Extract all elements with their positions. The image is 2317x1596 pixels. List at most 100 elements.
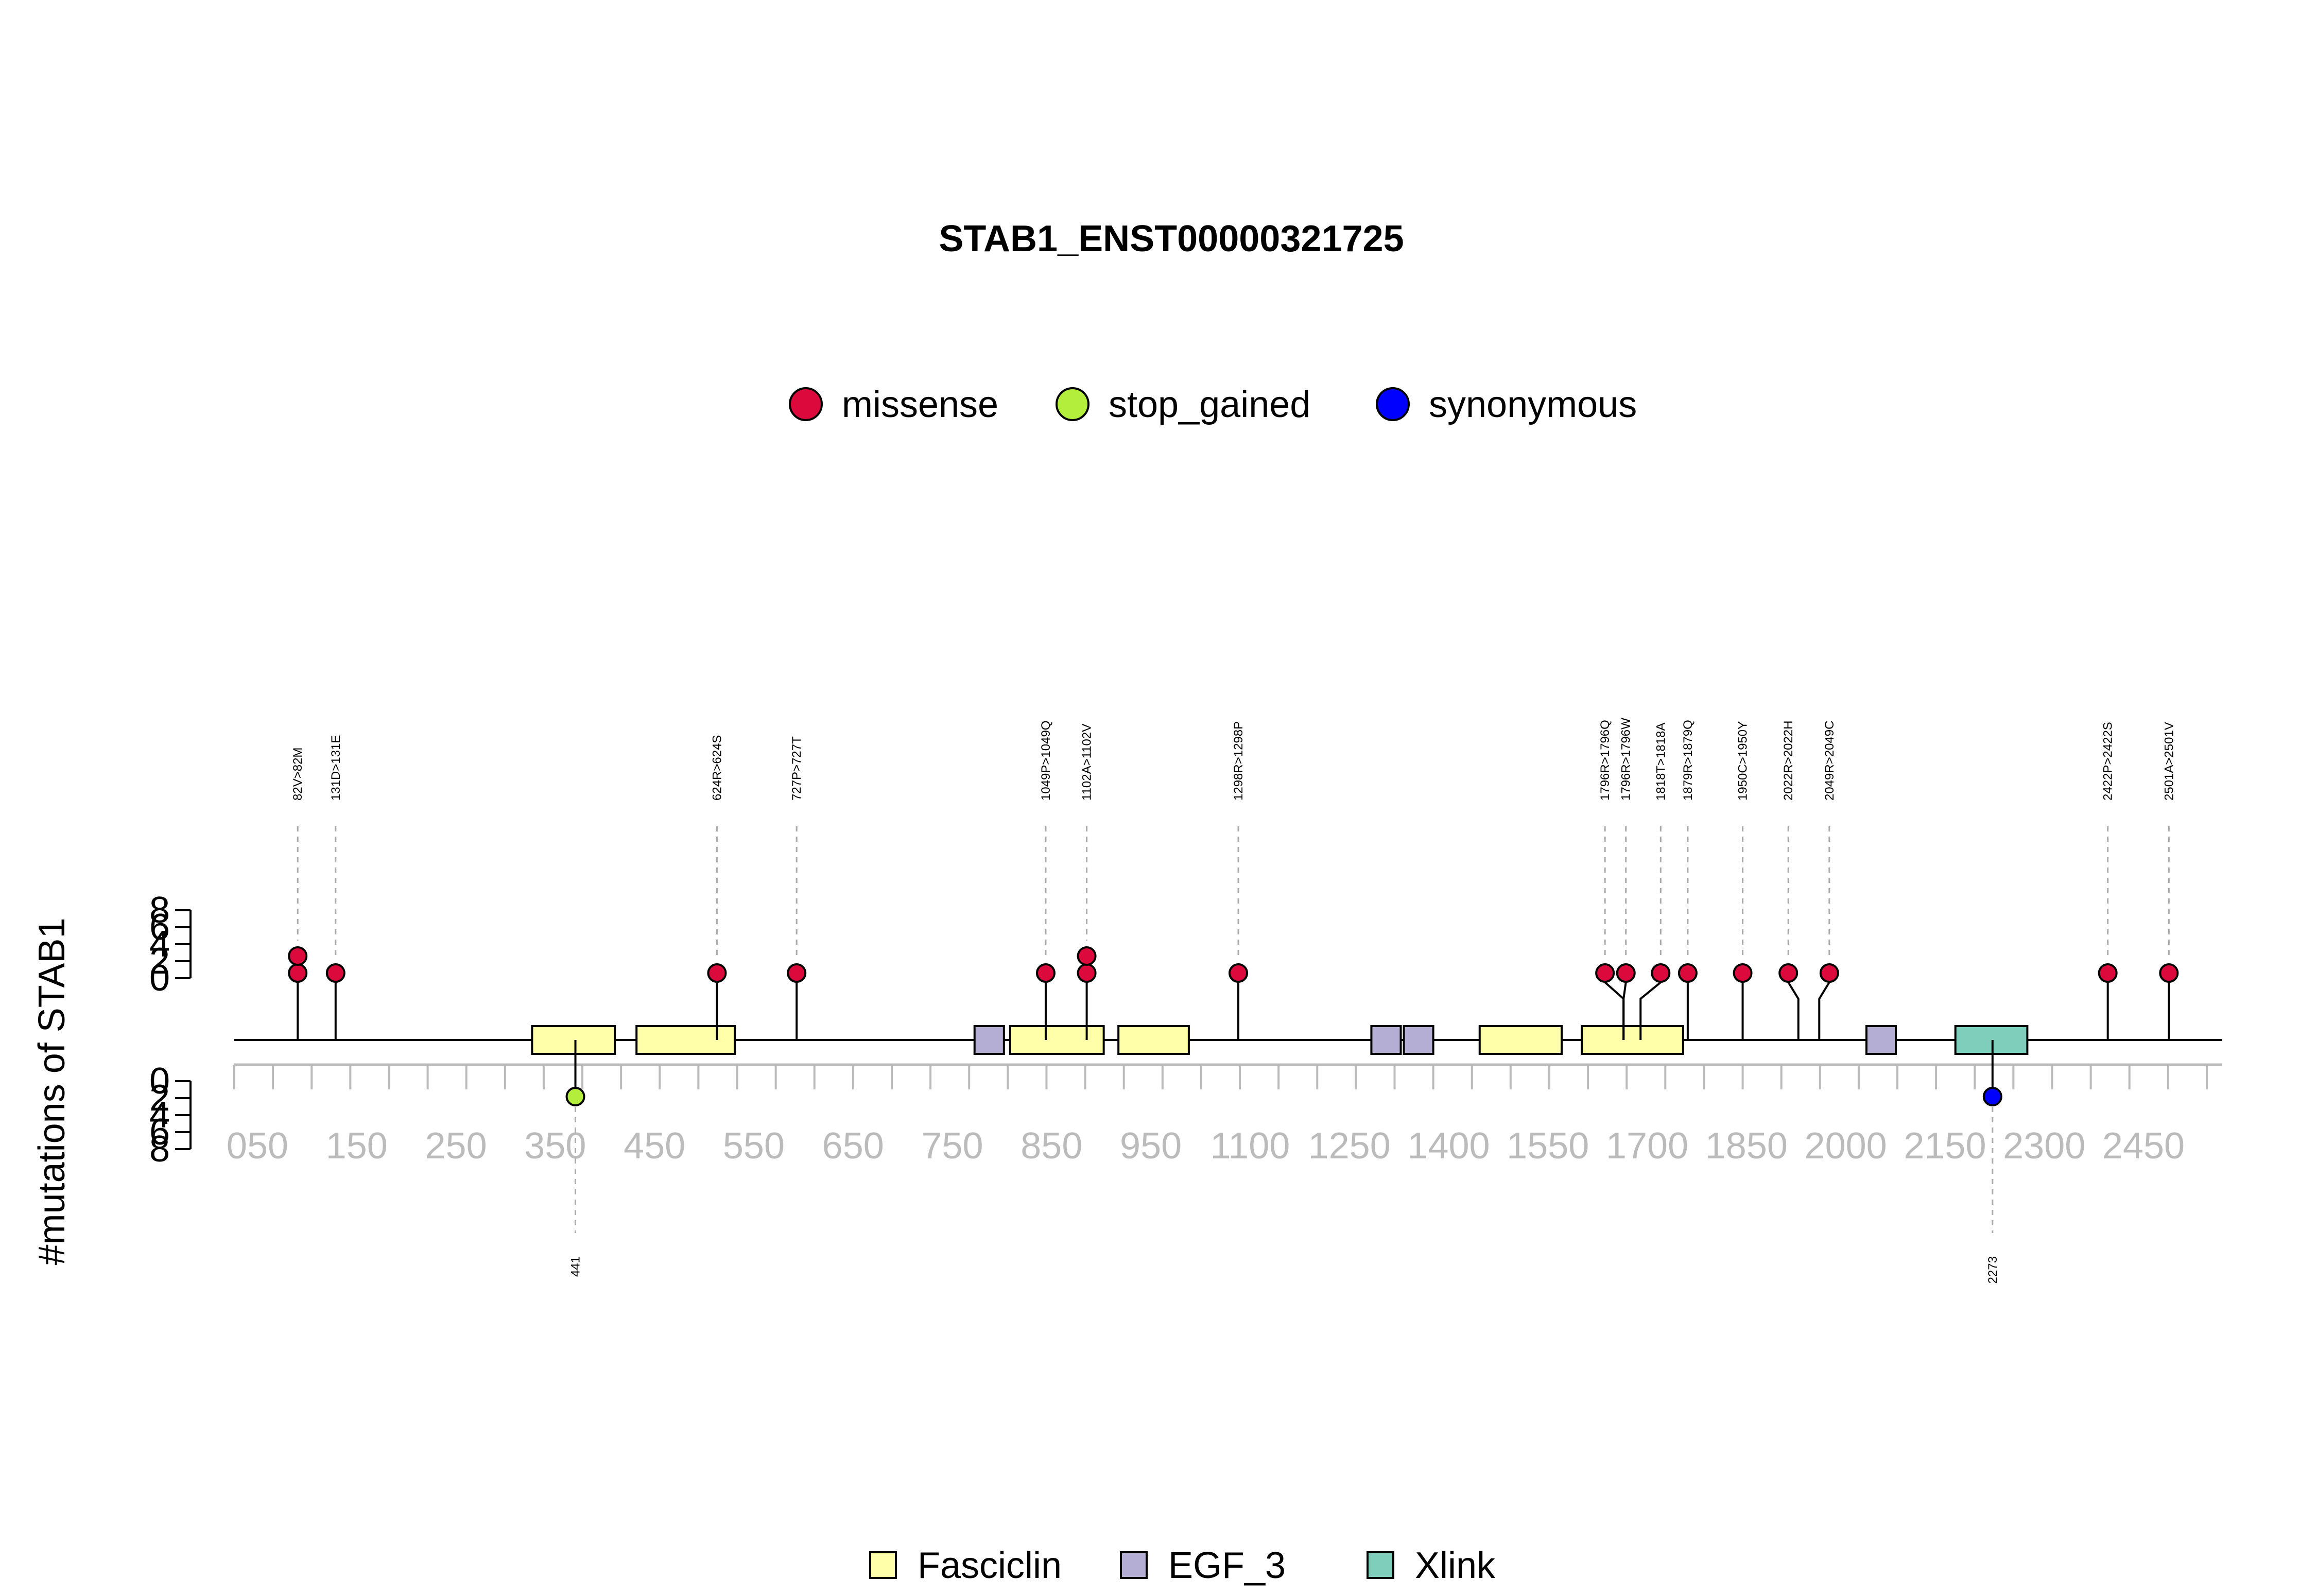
x-tick-label: 750 [921, 1125, 983, 1167]
mutation-point-missense [1651, 963, 1671, 983]
x-axis: 050 150 250 350 450 550 650 750 850 950 1100 1250 14… [227, 1063, 2222, 1167]
mutation-point-missense [1678, 963, 1698, 983]
mutation-label: 2501A>2501V [2162, 722, 2176, 801]
domain-fasciclin [635, 1025, 736, 1055]
y-tick-label-top: 4 [149, 924, 170, 965]
legend-marker-synonymous [1376, 387, 1410, 421]
x-tick-label: 650 [822, 1125, 884, 1167]
domain-egf-3 [1403, 1025, 1434, 1055]
mutation-label: 1049P>1049Q [1039, 721, 1053, 801]
mutation-point-missense [1229, 963, 1249, 983]
legend-marker-stop-gained [1056, 387, 1090, 421]
legend-label-missense: missense [842, 384, 998, 425]
domain-xlink [1954, 1025, 2029, 1055]
mutation-point-missense [1595, 963, 1615, 983]
x-tick-label: 350 [524, 1125, 586, 1167]
mutation-point-missense [787, 963, 807, 983]
x-tick-label: 2450 [2102, 1125, 2185, 1167]
legend-box-xlink [1367, 1551, 1394, 1579]
x-tick-label: 1700 [1606, 1125, 1688, 1167]
x-tick-label: 050 [227, 1125, 288, 1167]
mutation-point-synonymous [1982, 1087, 2002, 1106]
legend-label-fasciclin: Fasciclin [918, 1545, 1062, 1586]
mutation-point-missense [2098, 963, 2118, 983]
mutation-point-missense [1077, 946, 1097, 966]
mutation-point-missense [2159, 963, 2179, 983]
legend-label-egf-3: EGF_3 [1168, 1545, 1286, 1586]
mutation-label: 2422P>2422S [2101, 722, 2115, 801]
mutation-stem [1818, 973, 1830, 1040]
legend-label-xlink: Xlink [1415, 1545, 1496, 1586]
y-axis-label: #mutations of STAB1 [31, 918, 73, 1265]
x-tick-label: 150 [326, 1125, 388, 1167]
y-tick-label-bottom: 8 [149, 1129, 170, 1170]
domain-egf-3 [1370, 1025, 1402, 1055]
x-tick-label: 950 [1120, 1125, 1182, 1167]
mutation-point-missense [1035, 963, 1056, 983]
y-tick-label-bottom: 4 [149, 1095, 170, 1136]
mutation-point-missense [325, 963, 345, 983]
legend-marker-missense [789, 387, 823, 421]
domain-fasciclin [1117, 1025, 1190, 1055]
domain-egf-3 [973, 1025, 1005, 1055]
domain-legend: Fasciclin EGF_3 Xlink [869, 1545, 1496, 1586]
legend-box-egf-3 [1120, 1551, 1148, 1579]
legend-box-fasciclin [869, 1551, 897, 1579]
y-tick-label-bottom: 6 [149, 1112, 170, 1153]
y-tick-label-bottom: 0 [149, 1061, 170, 1102]
mutation-label: 131D>131E [329, 735, 343, 801]
x-tick-label: 450 [624, 1125, 685, 1167]
x-tick-label: 2300 [2003, 1125, 2085, 1167]
x-tick-label: 1550 [1507, 1125, 1589, 1167]
chart-title: STAB1_ENST00000321725 [939, 218, 1404, 259]
mutation-label: 1102A>1102V [1080, 724, 1094, 801]
mutation-label: 1796R>1796W [1619, 718, 1633, 801]
mutation-stem [1787, 973, 1800, 1040]
domain-fasciclin [1009, 1025, 1105, 1055]
x-tick-label: 2000 [1805, 1125, 1887, 1167]
y-tick-label-top: 0 [149, 958, 170, 999]
mutation-label: 2049R>2049C [1823, 721, 1837, 801]
x-tick-label: 1100 [1210, 1125, 1290, 1167]
y-tick-label-top: 6 [149, 907, 170, 948]
mutation-lollipops-bottom: 441 2273 [565, 1040, 2002, 1283]
mutation-point-missense [1733, 963, 1753, 983]
x-tick-label: 850 [1021, 1125, 1082, 1167]
x-tick-label: 250 [425, 1125, 487, 1167]
y-tick-label-top: 2 [149, 941, 170, 982]
y-tick-label-top: 8 [149, 890, 170, 931]
legend-label-stop-gained: stop_gained [1109, 384, 1310, 425]
x-tick-label: 1400 [1407, 1125, 1490, 1167]
mutation-label: 1818T>1818A [1654, 723, 1668, 801]
mutation-point-missense [1778, 963, 1799, 983]
mutation-point-stop-gained [565, 1087, 585, 1106]
mutation-lollipops-top: 82V>82M 131D>131E 624R>624S 727P>727T 1049P>… [288, 718, 2179, 1040]
y-tick-label-bottom: 2 [149, 1078, 170, 1119]
legend-label-synonymous: synonymous [1429, 384, 1637, 425]
domain-egf-3 [1865, 1025, 1897, 1055]
mutation-point-missense [288, 946, 308, 966]
x-tick-label: 2150 [1904, 1125, 1986, 1167]
mutation-label: 82V>82M [291, 748, 305, 801]
mutation-label: 441 [569, 1256, 583, 1277]
x-tick-label: 1250 [1308, 1125, 1391, 1167]
mutation-point-missense [1077, 963, 1097, 983]
x-tick-label: 1850 [1705, 1125, 1788, 1167]
mutation-point-missense [288, 963, 308, 983]
mutation-label: 624R>624S [710, 735, 724, 801]
mutation-point-missense [1616, 963, 1636, 983]
mutation-label: 727P>727T [790, 736, 804, 801]
x-tick-label: 550 [723, 1125, 785, 1167]
domain-fasciclin [1478, 1025, 1563, 1055]
mutation-label: 2273 [1986, 1256, 2000, 1283]
protein-domains [531, 1025, 2029, 1055]
mutation-legend: missense stop_gained synonymous [789, 384, 1637, 425]
mutation-label: 2022R>2022H [1782, 721, 1795, 801]
domain-fasciclin [531, 1025, 616, 1055]
mutation-point-missense [1819, 963, 1839, 983]
mutation-point-missense [707, 963, 727, 983]
mutation-label: 1879R>1879Q [1681, 720, 1695, 801]
mutation-label: 1950C>1950Y [1736, 721, 1750, 801]
mutation-label: 1796R>1796Q [1598, 720, 1612, 801]
